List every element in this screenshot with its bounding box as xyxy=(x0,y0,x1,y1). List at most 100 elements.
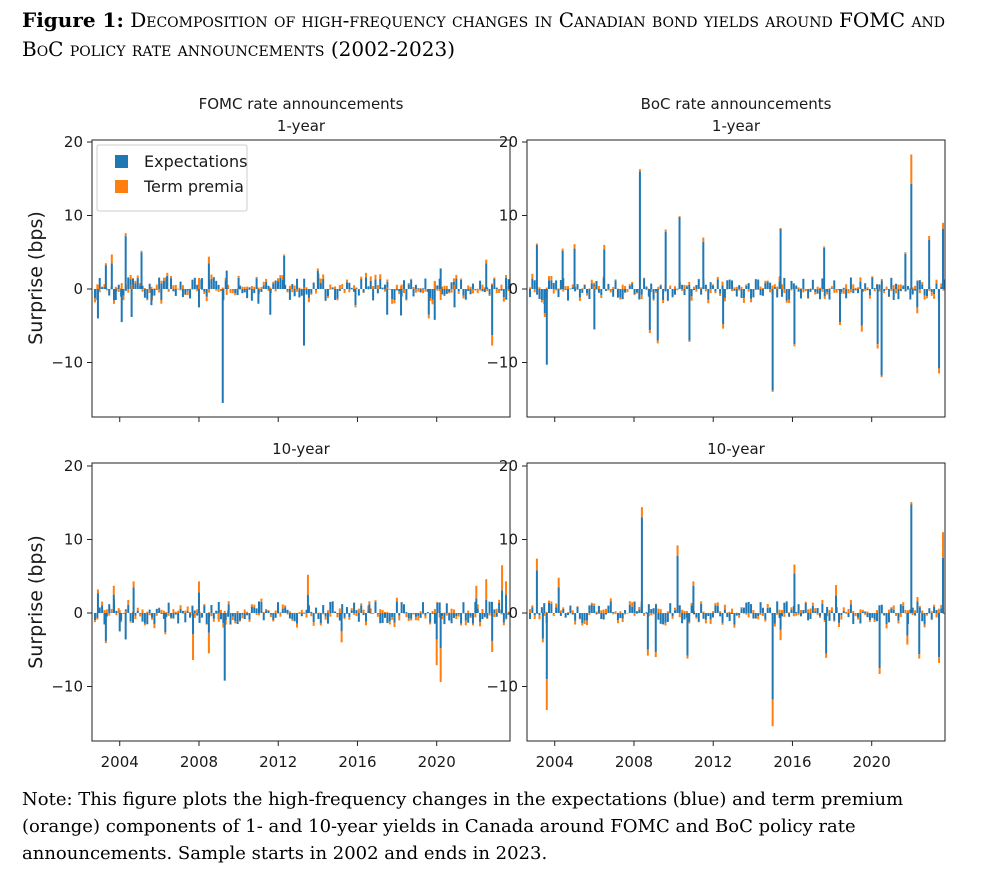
bar-expectations-minor xyxy=(393,289,396,301)
bar-expectations-minor xyxy=(838,613,841,623)
bar-term-premia-minor xyxy=(193,289,196,290)
bar-expectations-minor xyxy=(253,607,256,613)
bar-expectations-minor xyxy=(134,613,137,616)
bar-term-premia-minor xyxy=(355,613,358,616)
bar-expectations-minor xyxy=(671,289,674,297)
bar-expectations-minor xyxy=(288,613,291,619)
bar-expectations-minor xyxy=(761,289,764,296)
y-tick-label: 10 xyxy=(499,531,518,549)
bar-term-premia-minor xyxy=(155,284,158,289)
bar-expectations-minor xyxy=(181,610,184,613)
bar-expectations-minor xyxy=(479,613,482,623)
bar-expectations-minor xyxy=(538,289,541,299)
bar-expectations-minor xyxy=(310,289,313,294)
x-tick-label: 2004 xyxy=(536,753,574,771)
bar-term-premia-minor xyxy=(631,602,634,607)
bar-expectations-minor xyxy=(464,613,467,621)
bar-term-premia-minor xyxy=(483,616,486,618)
bar-term-premia-minor xyxy=(769,289,772,293)
bar-expectations-minor xyxy=(683,289,686,296)
bar-expectations-minor xyxy=(331,287,334,289)
bar-term-premia-minor xyxy=(735,612,738,614)
bar-expectations-minor xyxy=(395,289,398,291)
bar-term-premia-minor xyxy=(498,289,501,293)
bar-term-premia-minor xyxy=(357,608,360,613)
bar-term-premia-minor xyxy=(799,610,802,613)
bar-expectations-minor xyxy=(528,289,531,298)
bar-expectations-minor xyxy=(614,613,617,614)
bar-term-premia-minor xyxy=(129,274,132,280)
bar-term-premia xyxy=(435,639,438,666)
bar-expectations-minor xyxy=(940,608,943,613)
bar-term-premia-minor xyxy=(300,609,303,613)
bar-term-premia-minor xyxy=(457,614,460,617)
bar-term-premia-minor xyxy=(930,611,933,613)
bar-term-premia-minor xyxy=(921,282,924,285)
bar-expectations-minor xyxy=(481,289,484,292)
bar-expectations-minor xyxy=(721,613,724,623)
bar-term-premia-minor xyxy=(795,285,798,287)
bar-term-premia-minor xyxy=(243,286,246,289)
bar-expectations-minor xyxy=(750,604,753,613)
bar-expectations-minor xyxy=(571,287,574,289)
bar-expectations-minor xyxy=(887,613,890,623)
bar-term-premia xyxy=(654,651,657,658)
bar-term-premia-minor xyxy=(842,289,845,294)
bar-expectations-minor xyxy=(842,610,845,613)
bar-term-premia-minor xyxy=(208,612,211,613)
bar-expectations-minor xyxy=(773,613,776,624)
bar-expectations-minor xyxy=(127,604,130,613)
bar-expectations-minor xyxy=(821,603,824,613)
bar-expectations-minor xyxy=(673,610,676,613)
bar-term-premia-minor xyxy=(217,289,220,292)
bar-term-premia-minor xyxy=(940,283,943,287)
bar-term-premia-minor xyxy=(277,613,280,614)
bar-term-premia-minor xyxy=(260,598,263,602)
bar-term-premia-minor xyxy=(552,613,555,617)
bar-term-premia-minor xyxy=(293,612,296,614)
bar-term-premia-minor xyxy=(227,284,230,289)
bar-term-premia-minor xyxy=(643,613,646,616)
bar-expectations-minor xyxy=(747,601,750,613)
bar-term-premia-minor xyxy=(400,601,403,603)
bar-expectations-minor xyxy=(876,284,879,289)
bar-term-premia-minor xyxy=(122,295,125,301)
bar-term-premia-minor xyxy=(780,284,783,289)
bar-term-premia-minor xyxy=(928,613,931,614)
bar-term-premia-minor xyxy=(329,284,332,289)
bar-term-premia-minor xyxy=(690,602,693,606)
bar-term-premia xyxy=(368,601,371,605)
x-tick-label: 2004 xyxy=(101,753,139,771)
bar-expectations-minor xyxy=(312,282,315,289)
bar-expectations-minor xyxy=(260,601,263,613)
bar-expectations-minor xyxy=(379,279,382,289)
bar-expectations-minor xyxy=(189,289,192,299)
bar-term-premia-minor xyxy=(583,284,586,286)
bar-term-premia-minor xyxy=(334,286,337,289)
bar-expectations xyxy=(910,504,913,613)
bar-term-premia-minor xyxy=(757,289,760,291)
bar-term-premia-minor xyxy=(754,289,757,291)
figure-caption-title: Figure 1: Decomposition of high-frequenc… xyxy=(22,6,987,64)
bar-expectations-minor xyxy=(880,604,883,613)
bar-term-premia-minor xyxy=(105,289,108,291)
bar-expectations-minor xyxy=(488,601,491,613)
bar-term-premia-minor xyxy=(479,289,482,291)
bar-term-premia-minor xyxy=(852,284,855,289)
bar-expectations xyxy=(132,587,135,613)
bar-expectations xyxy=(120,289,123,323)
bar-term-premia-minor xyxy=(652,298,655,301)
bar-term-premia-minor xyxy=(564,286,567,289)
bar-term-premia xyxy=(118,610,121,613)
bar-term-premia-minor xyxy=(849,600,852,605)
bar-expectations-minor xyxy=(666,289,669,301)
bar-expectations xyxy=(302,289,305,346)
bar-expectations-minor xyxy=(407,284,410,289)
bar-expectations-minor xyxy=(828,289,831,300)
bar-expectations-minor xyxy=(210,605,213,613)
bar-expectations-minor xyxy=(645,612,648,613)
bar-expectations-minor xyxy=(345,607,348,613)
bar-term-premia-minor xyxy=(310,613,313,617)
